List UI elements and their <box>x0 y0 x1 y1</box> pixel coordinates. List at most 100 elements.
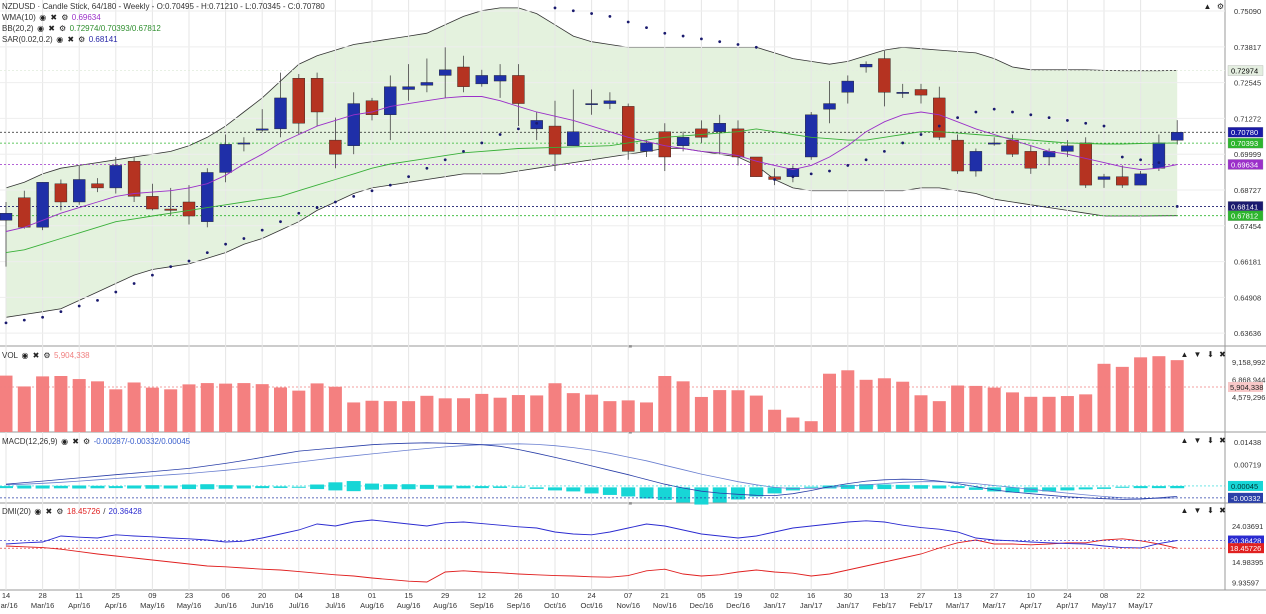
candle <box>54 183 68 203</box>
macd-histogram-bar <box>950 486 965 489</box>
sar-dot <box>626 20 630 24</box>
close-icon[interactable]: ✖ <box>32 351 40 360</box>
gear-icon[interactable]: ⚙ <box>78 35 86 44</box>
panel-close-icon[interactable]: ✖ <box>1219 506 1226 515</box>
sar-dot <box>96 299 99 302</box>
volume-bar <box>694 396 708 432</box>
sar-dot <box>480 141 484 145</box>
macd-histogram-bar <box>456 485 471 489</box>
panel-down-icon[interactable]: ▼ <box>1193 350 1202 359</box>
sar-dot <box>41 315 44 319</box>
dmi-minus-value: 20.36428 <box>108 507 142 516</box>
panel-close-icon[interactable]: ✖ <box>1219 436 1226 445</box>
macd-histogram-bar <box>968 487 983 490</box>
macd-histogram-bar <box>584 487 599 494</box>
visibility-icon[interactable]: ◉ <box>56 35 64 44</box>
panel-close-icon[interactable]: ✖ <box>1219 350 1226 359</box>
gear-icon[interactable]: ⚙ <box>61 13 69 22</box>
x-tick-day: 14 <box>2 591 10 600</box>
sar-dot <box>700 37 703 41</box>
panel-maximize-icon[interactable]: ⬇ <box>1207 350 1214 359</box>
volume-bar <box>1134 357 1148 432</box>
sar-dot <box>1120 155 1124 159</box>
candle <box>1116 176 1129 186</box>
x-tick-day: 24 <box>587 591 595 600</box>
volume-bar <box>54 376 68 432</box>
panel-down-icon[interactable]: ▼ <box>1193 506 1202 515</box>
x-tick-day: 10 <box>551 591 559 600</box>
panel-down-icon[interactable]: ▼ <box>1193 436 1202 445</box>
sar-dot <box>114 290 118 294</box>
volume-bar <box>713 390 727 432</box>
macd-histogram-bar <box>419 484 434 489</box>
close-icon[interactable]: ✖ <box>50 13 58 22</box>
gear-icon[interactable]: ⚙ <box>43 351 51 360</box>
candle <box>896 92 909 94</box>
volume-bar <box>127 382 141 432</box>
visibility-icon[interactable]: ◉ <box>61 437 69 446</box>
sar-dot <box>205 251 209 255</box>
gear-icon[interactable]: ⚙ <box>56 507 64 516</box>
volume-bar <box>1170 360 1184 432</box>
volume-bar <box>292 390 306 432</box>
sar-dot <box>681 34 685 38</box>
volume-bar <box>1006 392 1019 432</box>
panel-up-icon[interactable]: ▲ <box>1180 436 1189 445</box>
macd-histogram-bar <box>53 485 68 489</box>
gear-icon[interactable]: ⚙ <box>58 24 67 33</box>
candle <box>841 80 854 93</box>
dmi-tag <box>1228 543 1264 554</box>
close-icon[interactable]: ✖ <box>67 35 75 44</box>
sar-dot <box>443 158 447 162</box>
indicator-lines <box>5 96 1178 254</box>
panel-maximize-icon[interactable]: ⬇ <box>1207 436 1214 445</box>
panel-up-icon[interactable]: ▲ <box>1180 350 1189 359</box>
close-icon[interactable]: ✖ <box>72 437 79 446</box>
x-tick-day: 13 <box>953 591 961 600</box>
dmi-tick-label: 14.98395 <box>1232 558 1263 567</box>
candle <box>420 82 434 86</box>
sar-dot <box>517 127 520 131</box>
macd-histogram-bar <box>1133 486 1148 489</box>
macd-histogram-bar <box>328 482 343 491</box>
sar-value: 0.68141 <box>88 35 118 44</box>
panel-up-icon[interactable]: ▲ <box>1180 506 1189 515</box>
macd-histogram-bar <box>749 487 764 497</box>
macd-histogram-bar <box>639 487 654 499</box>
x-tick-month: Jan/17 <box>763 601 786 610</box>
visibility-icon[interactable]: ◉ <box>34 507 42 516</box>
visibility-icon[interactable]: ◉ <box>37 24 45 33</box>
sar-dot <box>4 321 8 325</box>
volume-bar <box>932 401 946 432</box>
sar-dot <box>1029 113 1033 117</box>
scroll-up-icon[interactable]: ▲ <box>1203 2 1212 11</box>
macd-histogram-bar <box>602 487 617 495</box>
candle <box>1024 151 1038 169</box>
volume-bar <box>1152 356 1166 432</box>
x-tick-month: Dec/16 <box>690 601 714 610</box>
visibility-icon[interactable]: ◉ <box>21 351 29 360</box>
macd-tag <box>1228 492 1263 503</box>
candle <box>859 63 873 68</box>
volume-tick-label: 6,868,944 <box>1232 376 1265 385</box>
gear-icon[interactable]: ⚙ <box>82 437 91 446</box>
gear-icon[interactable]: ⚙ <box>1216 2 1225 11</box>
close-icon[interactable]: ✖ <box>45 507 53 516</box>
x-tick-day: 15 <box>404 591 412 600</box>
volume-bar <box>328 386 342 432</box>
x-tick-day: 24 <box>1063 591 1071 600</box>
visibility-icon[interactable]: ◉ <box>39 13 47 22</box>
close-icon[interactable]: ✖ <box>48 24 55 33</box>
sar-dot <box>1047 116 1051 120</box>
wma-value: 0.69634 <box>71 13 101 22</box>
macd-histogram-bar <box>676 487 691 503</box>
macd-legend: MACD(12,26,9) ◉ ✖ ⚙ -0.00287/-0.00332/0.… <box>2 436 190 447</box>
panel-maximize-icon[interactable]: ⬇ <box>1207 506 1214 515</box>
volume-bar <box>511 395 525 432</box>
candle <box>1134 173 1147 186</box>
sar-dot <box>1084 121 1088 125</box>
sar-dot <box>846 164 850 167</box>
macd-histogram-bar <box>90 485 105 489</box>
volume-bar <box>493 397 507 432</box>
volume-bar <box>383 401 397 432</box>
